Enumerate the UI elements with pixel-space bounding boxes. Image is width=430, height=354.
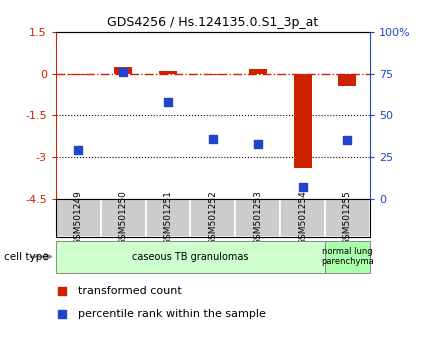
FancyBboxPatch shape bbox=[235, 199, 280, 237]
FancyBboxPatch shape bbox=[56, 241, 325, 273]
Text: cell type: cell type bbox=[4, 252, 49, 262]
Text: transformed count: transformed count bbox=[78, 286, 181, 296]
Point bbox=[59, 312, 66, 317]
Text: caseous TB granulomas: caseous TB granulomas bbox=[132, 252, 249, 262]
Point bbox=[165, 99, 172, 105]
Text: normal lung
parenchyma: normal lung parenchyma bbox=[321, 247, 374, 266]
FancyBboxPatch shape bbox=[280, 199, 325, 237]
Point bbox=[299, 184, 306, 190]
Text: percentile rank within the sample: percentile rank within the sample bbox=[78, 309, 266, 319]
Text: GSM501252: GSM501252 bbox=[209, 190, 217, 245]
Bar bbox=[249, 69, 267, 74]
Point bbox=[344, 137, 351, 143]
Title: GDS4256 / Hs.124135.0.S1_3p_at: GDS4256 / Hs.124135.0.S1_3p_at bbox=[107, 16, 319, 29]
Point bbox=[120, 69, 126, 75]
Bar bbox=[69, 74, 87, 75]
Point bbox=[75, 148, 82, 153]
Bar bbox=[114, 67, 132, 74]
Point bbox=[254, 141, 261, 147]
FancyBboxPatch shape bbox=[56, 199, 101, 237]
Point bbox=[59, 288, 66, 294]
FancyBboxPatch shape bbox=[325, 241, 370, 273]
Bar bbox=[204, 74, 222, 75]
FancyBboxPatch shape bbox=[101, 199, 146, 237]
Bar bbox=[294, 74, 311, 168]
Text: GSM501253: GSM501253 bbox=[253, 190, 262, 245]
Bar bbox=[338, 74, 356, 86]
FancyBboxPatch shape bbox=[325, 199, 370, 237]
Text: GSM501251: GSM501251 bbox=[163, 190, 172, 245]
Text: GSM501255: GSM501255 bbox=[343, 190, 352, 245]
Text: GSM501254: GSM501254 bbox=[298, 190, 307, 245]
Bar bbox=[159, 71, 177, 74]
Text: GSM501250: GSM501250 bbox=[119, 190, 128, 245]
FancyBboxPatch shape bbox=[146, 199, 190, 237]
Text: GSM501249: GSM501249 bbox=[74, 190, 83, 245]
Point bbox=[209, 136, 216, 142]
FancyBboxPatch shape bbox=[190, 199, 235, 237]
